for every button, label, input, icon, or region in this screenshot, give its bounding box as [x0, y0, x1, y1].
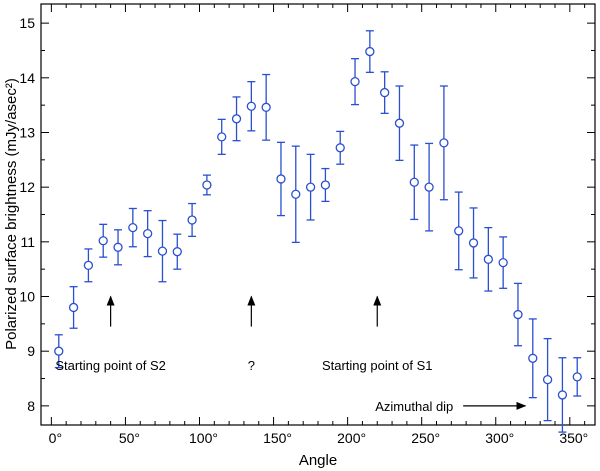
data-point — [528, 353, 538, 363]
data-point — [83, 260, 94, 270]
x-tick-label: 350° — [559, 430, 588, 446]
x-tick-label: 100° — [189, 430, 218, 446]
data-point — [246, 101, 256, 111]
data-point — [454, 226, 464, 236]
annotation-label: Starting point of S2 — [55, 358, 166, 373]
y-tick-label: 8 — [27, 398, 35, 414]
data-point — [439, 138, 449, 148]
y-tick-label: 14 — [19, 70, 35, 86]
annotation-label: Azimuthal dip — [375, 399, 453, 414]
data-point — [409, 177, 419, 187]
data-point — [261, 102, 271, 112]
data-point — [468, 238, 479, 248]
data-point — [424, 182, 434, 192]
data-point — [202, 180, 212, 190]
data-point — [498, 257, 508, 268]
data-point — [217, 132, 227, 142]
annotation-label: ? — [248, 358, 255, 373]
data-point — [187, 215, 197, 225]
x-tick-label: 300° — [485, 430, 514, 446]
data-point — [98, 236, 108, 246]
data-point — [172, 247, 182, 257]
data-point — [157, 246, 168, 256]
y-tick-label: 12 — [19, 179, 35, 195]
data-point — [320, 180, 331, 190]
x-tick-label: 50° — [119, 430, 140, 446]
data-point — [335, 143, 345, 153]
data-point — [365, 46, 375, 57]
data-point — [557, 390, 568, 400]
data-point — [143, 228, 153, 239]
x-tick-label: 150° — [263, 430, 292, 446]
data-point — [572, 372, 582, 382]
data-point — [54, 346, 64, 356]
data-point — [68, 302, 79, 313]
y-tick-label: 15 — [19, 15, 35, 31]
data-point — [128, 222, 138, 233]
data-point — [513, 309, 523, 320]
x-tick-label: 250° — [411, 430, 440, 446]
data-point — [231, 114, 242, 124]
annotation-label: Starting point of S1 — [322, 358, 433, 373]
data-point — [380, 87, 390, 98]
y-tick-label: 13 — [19, 124, 35, 140]
y-axis-title: Polarized surface brightness (mJy/asec²) — [3, 78, 20, 350]
data-point — [113, 242, 123, 252]
data-point — [276, 174, 286, 184]
y-tick-label: 11 — [20, 234, 35, 250]
x-axis-title: Angle — [299, 452, 337, 469]
data-point — [483, 254, 493, 264]
data-point — [350, 76, 360, 87]
data-point — [305, 182, 316, 192]
x-tick-label: 200° — [337, 430, 366, 446]
y-tick-label: 9 — [27, 343, 35, 359]
data-point — [542, 374, 553, 385]
x-tick-label: 0° — [49, 430, 62, 446]
data-point — [394, 118, 405, 128]
y-tick-label: 10 — [19, 289, 35, 305]
data-point — [291, 189, 301, 199]
